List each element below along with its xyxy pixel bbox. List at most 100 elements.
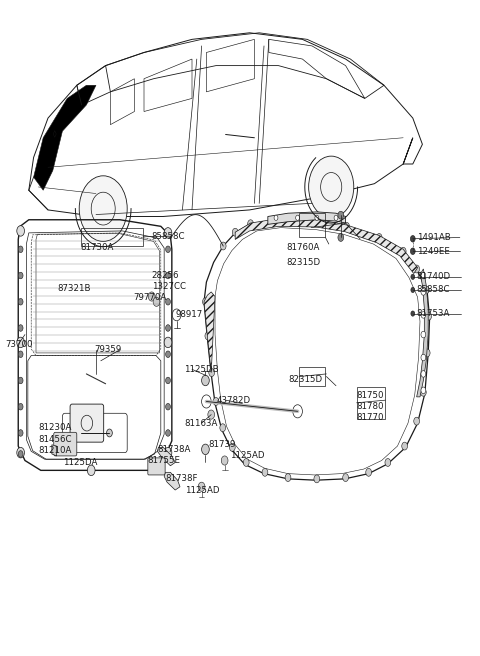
Text: 81755E: 81755E [148,456,181,465]
Circle shape [166,351,170,358]
Circle shape [376,234,382,241]
FancyBboxPatch shape [54,432,77,456]
Circle shape [87,465,95,476]
Circle shape [248,220,253,228]
Circle shape [232,228,238,236]
Circle shape [314,475,320,483]
Circle shape [166,377,170,384]
Text: 81739: 81739 [208,440,236,449]
Circle shape [220,242,226,250]
Circle shape [209,369,215,377]
Circle shape [203,298,208,306]
Circle shape [166,325,170,331]
Circle shape [18,403,23,410]
Text: 81210A: 81210A [38,446,72,455]
Text: 81753A: 81753A [417,309,450,318]
Text: 81456C: 81456C [38,435,72,444]
Circle shape [198,482,205,491]
Circle shape [410,248,415,255]
Circle shape [221,456,228,465]
Circle shape [411,311,415,316]
Circle shape [208,410,215,419]
Circle shape [296,215,300,220]
Circle shape [18,325,23,331]
Circle shape [338,211,344,219]
Circle shape [166,403,170,410]
Text: 82315D: 82315D [288,375,322,384]
Circle shape [164,337,172,348]
Circle shape [202,395,211,408]
Polygon shape [268,212,346,224]
Circle shape [344,222,349,230]
Circle shape [18,246,23,253]
Text: 1491AB: 1491AB [417,233,450,242]
Text: 43782D: 43782D [217,396,251,405]
Circle shape [421,312,426,318]
Text: 79770A: 79770A [133,293,167,302]
Text: 1125DA: 1125DA [63,458,98,467]
Circle shape [17,226,24,236]
Circle shape [18,430,23,436]
Circle shape [366,468,372,476]
Text: 81750: 81750 [357,391,384,400]
Text: 28256: 28256 [152,271,179,280]
Circle shape [205,332,211,340]
Text: 85858C: 85858C [417,285,450,295]
Circle shape [421,371,426,377]
Text: 87321B: 87321B [58,284,91,293]
Circle shape [17,337,24,348]
Text: 1125AD: 1125AD [185,485,219,495]
Circle shape [385,459,391,466]
Circle shape [107,429,112,437]
Circle shape [314,217,320,225]
Polygon shape [164,472,180,490]
Circle shape [338,234,344,241]
Polygon shape [52,445,57,456]
Text: 81163A: 81163A [184,419,218,428]
Circle shape [220,424,226,432]
Circle shape [262,468,268,476]
Circle shape [426,312,432,320]
Text: ◊: ◊ [53,131,57,138]
Circle shape [309,156,354,218]
Polygon shape [417,269,428,397]
Circle shape [164,228,172,238]
Text: 81740D: 81740D [417,272,451,281]
Polygon shape [235,218,418,274]
Text: 81230A: 81230A [38,423,72,432]
Circle shape [213,398,219,405]
Circle shape [166,298,170,305]
Circle shape [166,430,170,436]
Circle shape [17,447,24,458]
Circle shape [229,443,235,451]
Circle shape [18,377,23,384]
Circle shape [148,292,155,301]
Circle shape [172,309,181,321]
FancyBboxPatch shape [148,458,165,475]
Polygon shape [157,447,175,466]
Circle shape [411,287,415,293]
Circle shape [18,351,23,358]
Circle shape [400,247,406,255]
Circle shape [421,354,426,361]
Circle shape [423,286,429,294]
Circle shape [79,176,127,241]
Circle shape [421,331,426,338]
Text: 81730A: 81730A [81,243,114,253]
Text: 1327CC: 1327CC [152,282,186,291]
Circle shape [166,246,170,253]
Polygon shape [204,292,215,373]
Circle shape [285,474,291,482]
Circle shape [410,236,415,242]
Circle shape [424,349,430,357]
Circle shape [274,215,278,220]
Circle shape [78,429,84,437]
Text: 85858C: 85858C [152,232,185,241]
Text: 81780: 81780 [357,402,384,411]
Text: 82315D: 82315D [286,258,320,267]
Circle shape [18,272,23,279]
Text: 81738A: 81738A [157,445,191,454]
Circle shape [414,265,420,273]
Circle shape [343,474,348,482]
Text: 1249EE: 1249EE [417,247,449,256]
